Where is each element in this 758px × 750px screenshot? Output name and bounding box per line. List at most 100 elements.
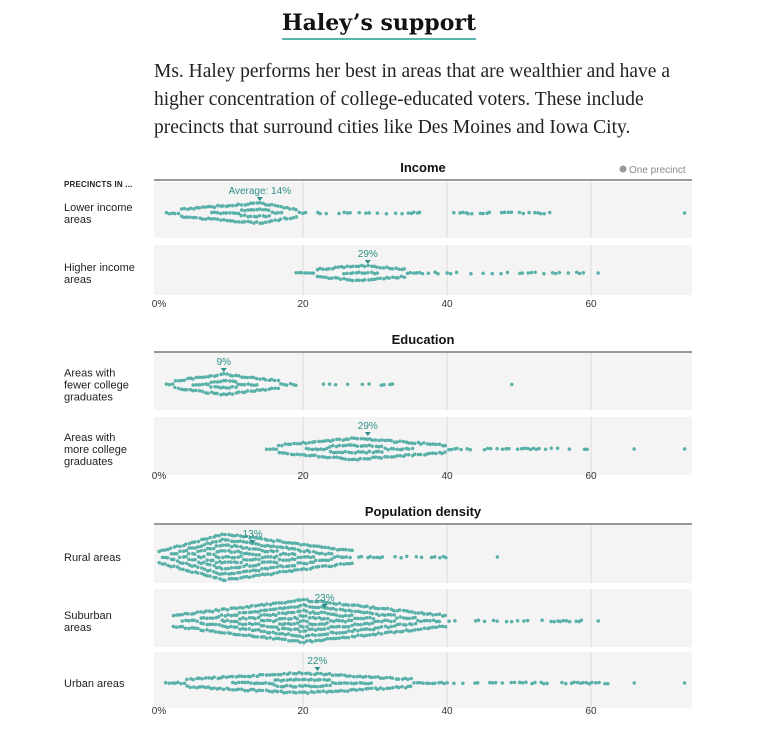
precinct-dot <box>419 619 423 624</box>
precinct-dot <box>286 600 290 604</box>
precinct-dot <box>269 555 273 559</box>
precinct-dot <box>295 567 300 572</box>
precinct-dot <box>264 214 268 219</box>
precinct-dot <box>232 555 237 560</box>
precinct-dot <box>338 277 343 281</box>
precinct-dot <box>517 210 522 215</box>
precinct-dot <box>223 578 227 583</box>
precinct-dot <box>334 631 339 635</box>
precinct-dot <box>292 610 296 615</box>
precinct-dot <box>319 633 324 637</box>
precinct-dot <box>337 636 341 640</box>
precinct-dot <box>528 447 533 452</box>
precinct-dot <box>328 636 333 641</box>
precinct-dot <box>407 609 411 614</box>
precinct-dot <box>283 451 287 455</box>
precinct-dot <box>276 627 281 632</box>
precinct-dot <box>236 202 241 207</box>
precinct-dot <box>389 624 394 629</box>
precinct-dot <box>343 457 348 461</box>
precinct-dot <box>267 631 272 635</box>
precinct-dot <box>215 373 219 378</box>
precinct-dot <box>360 263 364 268</box>
precinct-dot <box>334 608 338 612</box>
precinct-dot <box>406 452 411 457</box>
precinct-dot <box>196 549 200 554</box>
precinct-dot <box>212 686 216 690</box>
precinct-dot <box>407 616 412 621</box>
precinct-dot <box>302 640 306 645</box>
precinct-dot <box>305 561 309 566</box>
precinct-dot <box>271 625 276 629</box>
precinct-dot <box>328 601 332 605</box>
precinct-dot <box>376 619 381 624</box>
precinct-dot <box>207 204 211 209</box>
precinct-dot <box>347 450 351 455</box>
precinct-dot <box>277 611 281 615</box>
average-marker <box>256 197 263 201</box>
precinct-dot <box>251 375 256 380</box>
precinct-dot <box>304 441 308 446</box>
precinct-dot <box>475 681 480 685</box>
precinct-dot <box>337 211 341 216</box>
precinct-dot <box>399 555 403 560</box>
precinct-dot <box>510 382 514 387</box>
precinct-dot <box>288 677 293 682</box>
precinct-dot <box>205 627 209 632</box>
precinct-dot <box>428 442 432 446</box>
precinct-dot <box>428 611 432 616</box>
precinct-dot <box>390 275 395 280</box>
precinct-dot <box>402 267 407 271</box>
precinct-dot <box>262 618 266 623</box>
precinct-dot <box>404 623 408 627</box>
precinct-dot <box>292 599 297 603</box>
precinct-dot <box>342 681 347 685</box>
precinct-dot <box>256 603 261 608</box>
precinct-dot <box>512 680 517 685</box>
precinct-dot <box>237 611 242 615</box>
precinct-dot <box>209 686 214 691</box>
precinct-dot <box>292 452 296 457</box>
precinct-dot <box>391 447 396 451</box>
precinct-dot <box>558 619 563 624</box>
precinct-dot <box>362 457 367 461</box>
precinct-dot <box>373 632 378 637</box>
precinct-dot <box>346 603 351 607</box>
precinct-dot <box>488 446 493 451</box>
precinct-dot <box>368 554 372 559</box>
precinct-dot <box>310 639 314 644</box>
precinct-dot <box>437 619 442 624</box>
precinct-dot <box>313 633 317 638</box>
precinct-dot <box>157 561 161 565</box>
precinct-dot <box>239 213 243 218</box>
precinct-dot <box>329 619 333 623</box>
precinct-dot <box>260 688 265 693</box>
precinct-dot <box>395 616 399 620</box>
precinct-dot <box>190 546 194 550</box>
precinct-dot <box>276 386 281 391</box>
precinct-dot <box>281 569 285 574</box>
precinct-dot <box>306 271 310 275</box>
precinct-dot <box>279 210 284 215</box>
precinct-dot <box>408 270 413 275</box>
precinct-dot <box>378 266 382 270</box>
average-label: Average: 14% <box>228 186 291 197</box>
precinct-dot <box>283 637 287 642</box>
precinct-dot <box>274 554 279 559</box>
row-label: areas <box>64 214 92 226</box>
precinct-dot <box>329 564 334 569</box>
row-label: areas <box>64 622 92 634</box>
precinct-dot <box>327 382 332 386</box>
precinct-dot <box>284 541 289 545</box>
precinct-dot <box>459 447 463 452</box>
precinct-dot <box>211 546 216 551</box>
precinct-dot <box>168 546 173 551</box>
precinct-dot <box>196 571 200 575</box>
precinct-dot <box>267 689 272 694</box>
precinct-dot <box>233 550 237 554</box>
precinct-dot <box>185 387 189 392</box>
precinct-dot <box>256 627 261 632</box>
precinct-dot <box>203 567 207 572</box>
precinct-dot <box>192 540 197 544</box>
